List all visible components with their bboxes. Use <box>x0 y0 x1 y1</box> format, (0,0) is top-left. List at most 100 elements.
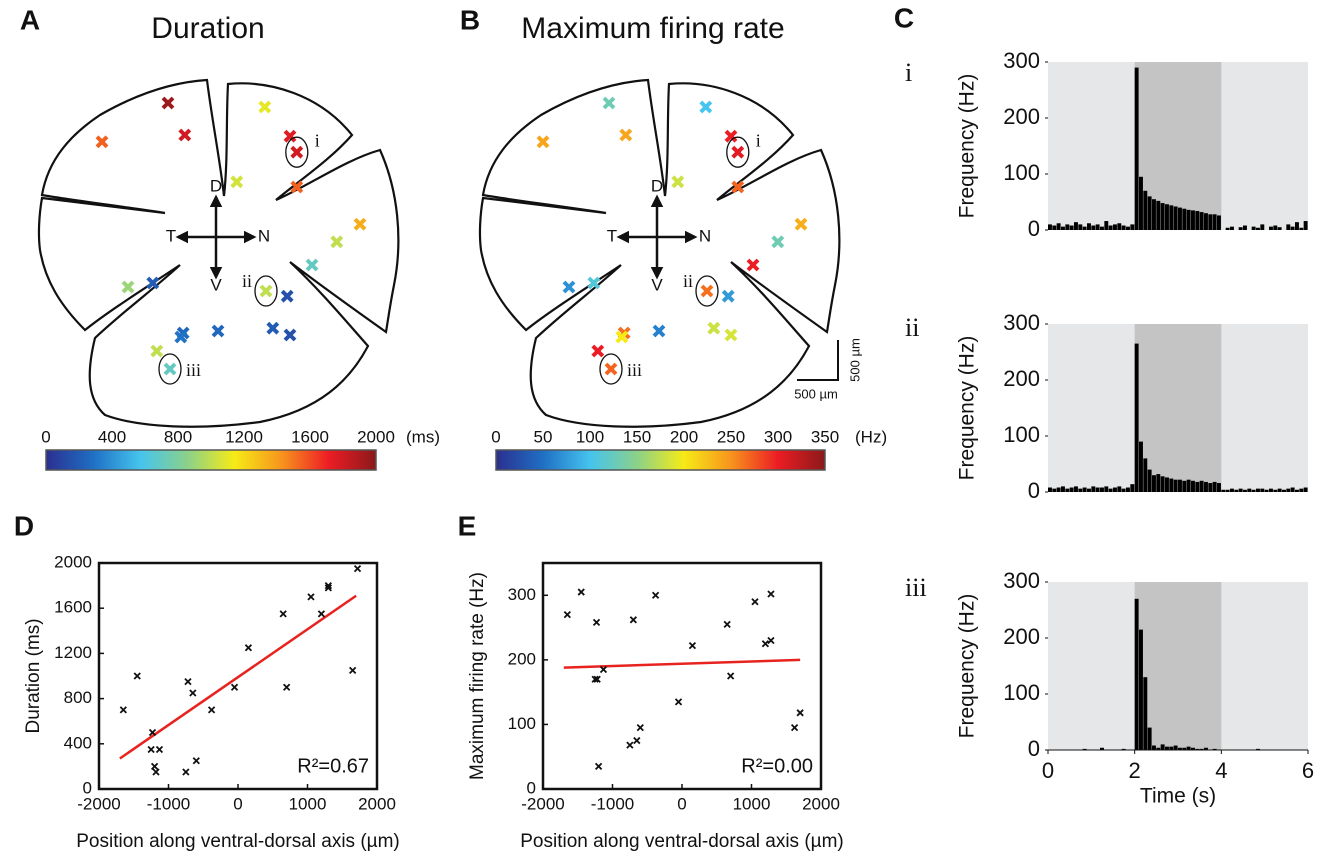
hist-bar <box>1087 223 1091 230</box>
panel-letter: C <box>894 2 914 33</box>
cross-stroke <box>651 591 660 599</box>
hist-bar <box>1256 227 1260 230</box>
x-tick-label: 0 <box>677 794 686 813</box>
cross-stroke <box>767 590 775 598</box>
hist-bar <box>1277 227 1282 230</box>
hist-bar <box>1182 747 1187 750</box>
hist-bar <box>1199 480 1204 492</box>
hist-bar <box>1121 748 1126 750</box>
hist-bar <box>1078 488 1083 492</box>
scatter-point <box>150 762 159 771</box>
scatter-point <box>688 642 697 650</box>
x-tick-label: 1000 <box>289 794 327 813</box>
cross-stroke <box>591 675 599 683</box>
hist-bar <box>1243 225 1247 230</box>
y-tick-label: 0 <box>1028 216 1040 241</box>
cross-stroke <box>699 100 713 114</box>
hist-bar <box>1204 481 1208 492</box>
scatter-point <box>230 683 239 691</box>
point-cross <box>290 180 304 194</box>
cell-label: ii <box>683 271 693 291</box>
hist-bar <box>1295 222 1299 230</box>
cross-stroke <box>147 745 155 754</box>
hist-bar <box>1199 748 1204 750</box>
cross-stroke <box>746 258 760 272</box>
cross-stroke <box>133 672 141 680</box>
cell-label: i <box>756 130 761 150</box>
hist-bar <box>1100 487 1104 492</box>
direction-label: D <box>651 176 663 195</box>
point-cross <box>121 280 135 294</box>
cross-stroke <box>152 768 160 776</box>
point-cross <box>283 328 297 342</box>
cross-stroke <box>290 180 304 194</box>
point-cross <box>230 175 244 189</box>
hist-bar <box>1269 226 1273 230</box>
hist-bar <box>1048 224 1052 230</box>
scatter-point <box>767 590 775 598</box>
cross-stroke <box>794 217 808 231</box>
scatter-point <box>599 665 608 674</box>
point-cross <box>591 344 605 358</box>
point-cross <box>290 145 304 159</box>
cross-stroke <box>161 96 175 110</box>
hist-bar <box>1165 477 1169 492</box>
cross-stroke <box>562 280 576 294</box>
hist-bar <box>1074 486 1078 492</box>
cross-stroke <box>119 706 127 714</box>
direction-label: V <box>210 275 222 294</box>
cross-stroke <box>259 284 273 298</box>
hist-bar <box>1056 487 1061 492</box>
cross-stroke <box>150 762 159 771</box>
y-tick-label: 1200 <box>54 643 92 662</box>
cross-stroke <box>577 588 585 596</box>
cross-stroke <box>178 128 192 142</box>
cross-stroke <box>353 217 367 231</box>
hist-bar <box>1108 488 1113 492</box>
point-cross <box>652 324 666 338</box>
cross-stroke <box>633 736 641 745</box>
cross-stroke <box>146 276 160 290</box>
scatter-point <box>244 644 253 652</box>
hist-bar <box>1225 227 1230 230</box>
highlight-circle <box>599 353 623 385</box>
hist-bar <box>1269 488 1273 492</box>
y-tick-label: 100 <box>1003 160 1040 185</box>
x-tick-label: 6 <box>1302 758 1314 783</box>
x-tick-label: -1000 <box>591 794 634 813</box>
hist-bar <box>1169 205 1174 230</box>
scatter-point <box>796 709 804 717</box>
cross-stroke <box>594 762 603 771</box>
direction-label: D <box>210 176 222 195</box>
x-tick-label: 1000 <box>733 794 771 813</box>
hist-bar <box>1108 225 1113 230</box>
point-cross <box>95 135 109 149</box>
point-cross <box>721 289 735 303</box>
retina-outline <box>37 78 400 428</box>
hist-bar <box>1165 204 1169 230</box>
hist-bar <box>1195 748 1200 750</box>
scatter-point <box>133 672 141 680</box>
hist-bar <box>1169 746 1174 750</box>
x-tick-label: 4 <box>1215 758 1227 783</box>
retina-outline <box>478 78 841 428</box>
cell-label: i <box>315 130 320 150</box>
y-tick-label: 1600 <box>54 598 92 617</box>
x-tick-label: 2000 <box>802 794 840 813</box>
cross-stroke <box>121 280 135 294</box>
hist-bar <box>1160 203 1165 230</box>
hist-bar <box>1152 475 1156 492</box>
cross-stroke <box>563 611 571 619</box>
hist-bar <box>1147 196 1152 230</box>
panel-title: Maximum firing rate <box>521 12 784 45</box>
hist-bar <box>1078 224 1083 230</box>
hist-bar <box>1091 486 1096 492</box>
colorbar-tick-label: 150 <box>623 427 651 446</box>
point-cross <box>161 96 175 110</box>
hist-bar <box>1056 223 1061 230</box>
hist-bar <box>1160 476 1165 492</box>
cross-stroke <box>150 344 164 358</box>
cross-stroke <box>790 724 799 732</box>
hist-bar <box>1169 478 1174 492</box>
